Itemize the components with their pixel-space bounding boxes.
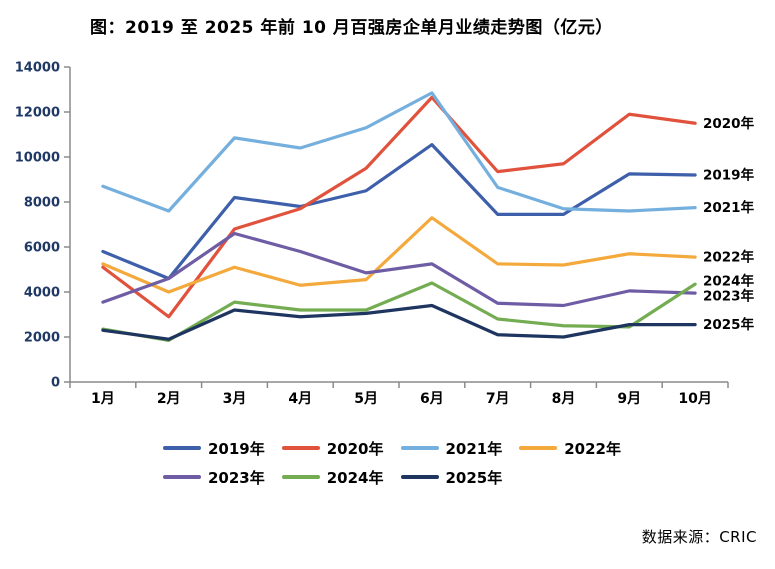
x-tick-label: 6月 <box>420 391 444 407</box>
legend-swatch-icon <box>400 445 439 451</box>
legend-item-2021年: 2021年 <box>400 437 503 459</box>
series-line-2019年 <box>101 143 697 281</box>
x-tick-label: 3月 <box>223 391 247 407</box>
legend-label: 2023年 <box>208 468 265 487</box>
x-tick-label: 2月 <box>157 391 181 407</box>
series-line-2023年 <box>101 231 697 308</box>
legend-swatch-icon <box>281 445 320 451</box>
x-tick-label: 4月 <box>288 391 312 407</box>
y-tick-label: 4000 <box>24 286 60 301</box>
series-line-2020年 <box>101 95 697 319</box>
legend-label: 2021年 <box>445 439 503 458</box>
chart-title: 图：2019 至 2025 年前 10 月百强房企单月业绩走势图（亿元） <box>90 18 613 38</box>
legend-item-2024年: 2024年 <box>281 466 384 488</box>
x-tick-label: 5月 <box>354 391 378 407</box>
legend-label: 2019年 <box>208 439 265 458</box>
y-tick-label: 2000 <box>24 331 60 346</box>
x-tick-label: 9月 <box>617 391 641 407</box>
data-source-note: 数据来源：CRIC <box>641 528 757 546</box>
x-tick-label: 1月 <box>91 391 115 407</box>
y-tick-label: 14000 <box>15 61 60 76</box>
chart-legend: 2019年 2020年 2021年 2022年 2023年 2024年 2025年 <box>163 437 649 495</box>
y-tick-label: 0 <box>51 376 60 391</box>
y-tick-label: 6000 <box>24 241 60 256</box>
series-end-label-2020年: 2020年 <box>703 115 755 132</box>
series-line-2021年 <box>101 91 697 213</box>
x-tick-label: 10月 <box>678 391 711 407</box>
legend-label: 2022年 <box>564 439 621 458</box>
legend-swatch-icon <box>519 445 558 451</box>
legend-swatch-icon <box>400 474 439 480</box>
y-tick-label: 12000 <box>15 106 60 121</box>
series-end-label-2025年: 2025年 <box>703 316 755 333</box>
legend-swatch-icon <box>281 474 320 480</box>
legend-item-2025年: 2025年 <box>400 466 503 488</box>
series-line-2024年 <box>101 281 697 342</box>
series-end-label-2022年: 2022年 <box>703 249 755 266</box>
chart-canvas: 0 2000 4000 6000 8000 10000 12000 14000 1月 2月 3月 4月… <box>15 61 755 408</box>
legend-label: 2025年 <box>445 468 503 487</box>
legend-item-2020年: 2020年 <box>281 437 384 459</box>
legend-item-2019年: 2019年 <box>163 437 265 459</box>
legend-item-2022年: 2022年 <box>519 437 621 459</box>
y-tick-label: 10000 <box>15 151 60 166</box>
series-line-2022年 <box>101 216 697 294</box>
legend-item-2023年: 2023年 <box>163 466 265 488</box>
legend-label: 2020年 <box>326 439 384 458</box>
series-end-label-2024年: 2024年 <box>703 273 755 290</box>
legend-swatch-icon <box>163 474 201 480</box>
legend-label: 2024年 <box>326 468 384 487</box>
series-end-label-2023年: 2023年 <box>703 288 755 305</box>
series-end-label-2019年: 2019年 <box>703 167 755 184</box>
x-tick-label: 7月 <box>486 391 510 407</box>
y-tick-label: 8000 <box>24 196 60 211</box>
series-line-2025年 <box>101 303 697 341</box>
legend-swatch-icon <box>163 445 201 451</box>
x-tick-label: 8月 <box>552 391 576 407</box>
series-end-label-2021年: 2021年 <box>703 199 755 216</box>
